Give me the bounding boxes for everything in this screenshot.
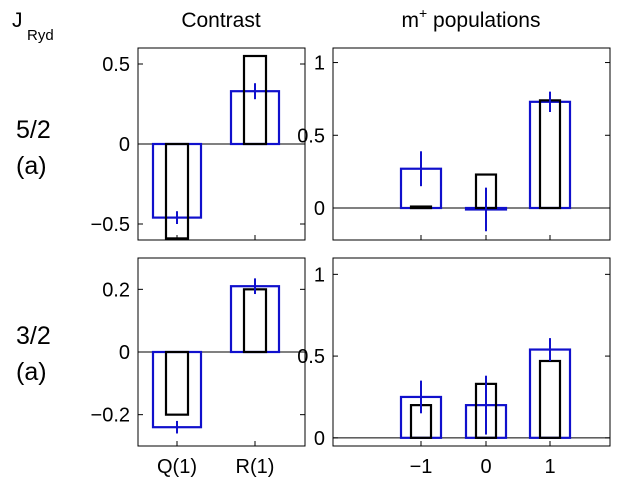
x-tick-label: R(1) xyxy=(236,456,275,478)
x-tick-label: 0 xyxy=(480,456,491,478)
y-tick-label: −0.2 xyxy=(91,405,130,427)
panel-populations-5-2: 00.51 xyxy=(297,47,611,241)
bar-black xyxy=(164,142,190,240)
row-label-value-2: 3/2 xyxy=(16,322,51,350)
column-title-populations: m+ populations xyxy=(402,5,541,32)
row-header-label: J xyxy=(12,9,23,32)
y-tick-label: 0.2 xyxy=(102,279,130,301)
bar-black xyxy=(164,350,190,416)
x-tick-label: Q(1) xyxy=(157,456,197,478)
x-tick-label: 1 xyxy=(544,456,555,478)
y-tick-label: 0 xyxy=(119,134,130,156)
axes-frame xyxy=(332,47,611,241)
axes-frame xyxy=(332,257,611,447)
row-header-subscript: Ryd xyxy=(27,27,54,44)
x-tick-label: −1 xyxy=(410,456,433,478)
panel-contrast-5-2: −0.5 0 0.5 xyxy=(91,47,306,241)
y-tick-label: 1 xyxy=(314,53,325,75)
y-tick-label: 0.5 xyxy=(297,125,325,147)
y-tick-label: 0 xyxy=(314,428,325,450)
y-tick-label: 1 xyxy=(314,264,325,286)
row-label-value-1: 5/2 xyxy=(16,116,51,144)
row-label-tag-2: (a) xyxy=(16,358,47,386)
bar-black xyxy=(242,54,268,146)
column-title-contrast: Contrast xyxy=(181,9,261,32)
panel-contrast-3-2: −0.2 0 0.2 Q(1) R(1) xyxy=(91,257,306,478)
bar-black xyxy=(409,205,433,210)
panel-populations-3-2: 0 0.5 1 −1 0 1 xyxy=(297,257,611,478)
y-tick-label: 0 xyxy=(119,342,130,364)
y-tick-label: 0.5 xyxy=(102,54,130,76)
y-tick-label: 0.5 xyxy=(297,346,325,368)
row-label-tag-1: (a) xyxy=(16,152,47,180)
y-tick-label: 0 xyxy=(314,198,325,220)
y-tick-label: −0.5 xyxy=(91,214,130,236)
